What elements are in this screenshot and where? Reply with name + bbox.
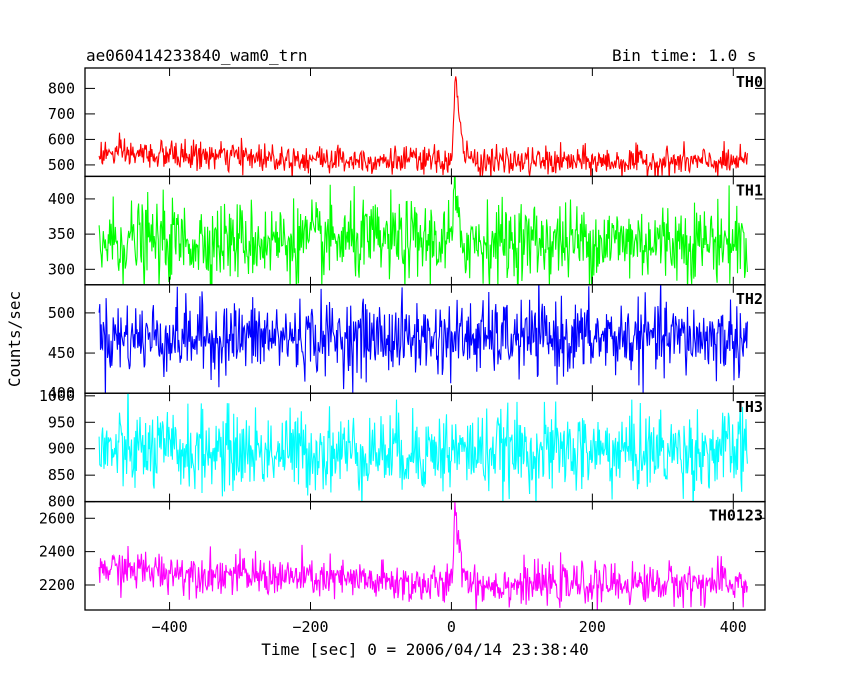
x-tick-label: −400 (151, 618, 187, 636)
y-tick-label: 800 (48, 79, 75, 97)
series-line-th2 (98, 284, 748, 394)
y-tick-label: 900 (48, 440, 75, 458)
panel-label-th0123: TH0123 (709, 507, 763, 525)
y-tick-label: 2200 (39, 576, 75, 594)
y-tick-label: 300 (48, 260, 75, 278)
chart-title: ae060414233840_wam0_trn (86, 46, 308, 65)
y-tick-label: 400 (48, 384, 75, 402)
y-tick-label: 1000 (39, 387, 75, 405)
x-tick-label: 0 (447, 618, 456, 636)
y-tick-label: 450 (48, 344, 75, 362)
y-tick-label: 950 (48, 413, 75, 431)
panel-label-th3: TH3 (736, 398, 763, 416)
x-tick-label: 200 (579, 618, 606, 636)
panel-label-th1: TH1 (736, 181, 763, 199)
series-line-th3 (98, 393, 748, 502)
y-tick-label: 400 (48, 190, 75, 208)
y-tick-label: 800 (48, 493, 75, 511)
bin-time-label: Bin time: 1.0 s (612, 46, 757, 65)
y-axis-label: Counts/sec (5, 291, 24, 387)
y-tick-label: 600 (48, 130, 75, 148)
panel-label-th2: TH2 (736, 290, 763, 308)
y-tick-label: 350 (48, 225, 75, 243)
y-tick-label: 500 (48, 156, 75, 174)
y-tick-label: 850 (48, 466, 75, 484)
panel-frame-th0123 (84, 500, 766, 611)
x-tick-label: −200 (292, 618, 328, 636)
series-line-th0 (98, 76, 748, 177)
series-line-th0123 (98, 501, 748, 611)
panel-label-th0: TH0 (736, 73, 763, 91)
x-axis-label: Time [sec] 0 = 2006/04/14 23:38:40 (261, 640, 589, 659)
y-tick-label: 500 (48, 304, 75, 322)
y-tick-label: 2600 (39, 509, 75, 527)
x-tick-label: 400 (720, 618, 747, 636)
y-tick-label: 700 (48, 105, 75, 123)
y-tick-label: 2400 (39, 543, 75, 561)
series-line-th1 (98, 176, 748, 285)
